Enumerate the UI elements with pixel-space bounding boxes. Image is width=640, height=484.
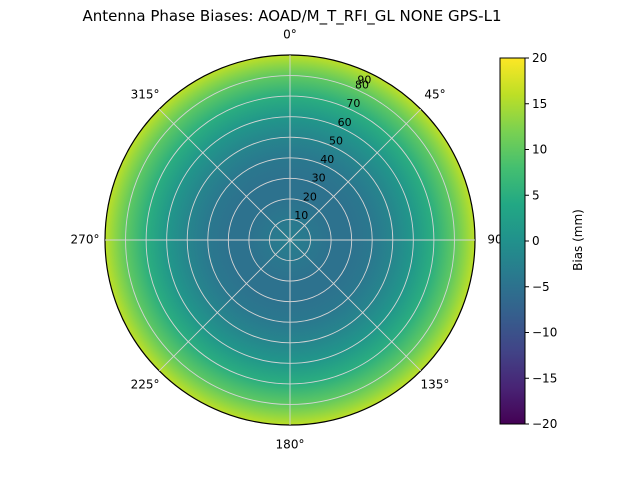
colorbar: 20 15 10 5 0 −5 −10 −15 −20 Bias (mm) [499, 51, 585, 431]
colorbar-tick-label: −10 [532, 326, 557, 340]
colorbar-tick-label: −15 [532, 371, 557, 385]
angular-tick-label: 180° [276, 438, 305, 452]
radial-tick-label: 10 [294, 209, 308, 222]
grid-spoke [158, 108, 291, 241]
colorbar-tick-label: −20 [532, 417, 557, 431]
grid-spoke [158, 239, 291, 372]
chart-title: Antenna Phase Biases: AOAD/M_T_RFI_GL NO… [83, 7, 502, 26]
angular-tick-label: 225° [131, 377, 160, 391]
colorbar-tick-label: 10 [532, 143, 547, 157]
angular-tick-label: 270° [71, 233, 100, 247]
angular-tick-label: 135° [421, 377, 450, 391]
colorbar-tick-label: 15 [532, 97, 547, 111]
radial-tick-label: 80 [355, 79, 369, 92]
grid-spoke [289, 239, 422, 372]
radial-tick-label: 50 [329, 134, 343, 147]
radial-tick-label: 20 [303, 190, 317, 203]
grid-spoke [289, 108, 422, 241]
radial-tick-label: 40 [320, 153, 334, 166]
colorbar-bar [499, 57, 526, 425]
radial-tick-label: 60 [338, 116, 352, 129]
angular-tick-label: 45° [424, 88, 445, 102]
angular-tick-label: 315° [131, 88, 160, 102]
colorbar-axis-label: Bias (mm) [571, 209, 585, 271]
colorbar-tick-label: 20 [532, 51, 547, 65]
angular-tick-label: 0° [283, 28, 297, 42]
colorbar-tick-label: 0 [532, 234, 540, 248]
colorbar-tick-label: −5 [532, 280, 550, 294]
radial-tick-label: 30 [312, 172, 326, 185]
radial-tick-label: 90 [357, 73, 371, 86]
polar-plot-area: 0° 45° 90 135° 180° 225° 270° 315° 10 20 30 40 50 60 7… [71, 28, 503, 452]
angular-tick-label: 90 [487, 233, 502, 247]
radial-tick-label: 70 [346, 97, 360, 110]
colorbar-tick-label: 5 [532, 188, 540, 202]
